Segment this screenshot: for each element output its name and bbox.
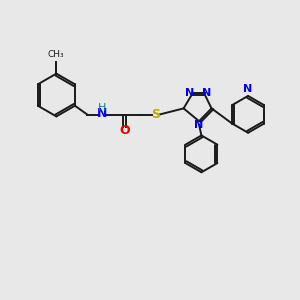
Text: N: N (202, 88, 212, 98)
Text: S: S (151, 108, 160, 121)
Text: CH₃: CH₃ (47, 50, 64, 59)
Text: N: N (244, 84, 253, 94)
Text: N: N (97, 107, 107, 120)
Text: H: H (98, 103, 107, 113)
Text: N: N (194, 120, 203, 130)
Text: N: N (185, 88, 194, 98)
Text: O: O (119, 124, 130, 137)
